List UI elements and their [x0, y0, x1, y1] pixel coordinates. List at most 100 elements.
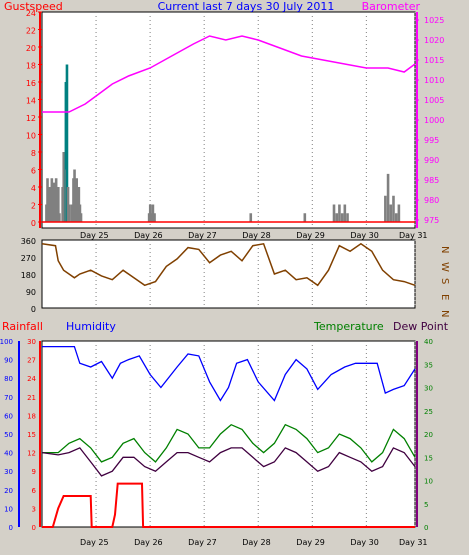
- gust-tick-label: 2: [31, 202, 36, 211]
- temp-humidity-panel: Rainfall Humidity Temperature Dew Point …: [0, 320, 449, 547]
- gust-bar: [386, 173, 390, 222]
- gust-tick-label: 20: [26, 44, 36, 53]
- gust-bar: [249, 213, 253, 222]
- humidity-tick-label: 70: [4, 394, 13, 402]
- rain-tick-label: 15: [27, 431, 36, 439]
- rain-tick-label: 18: [27, 412, 36, 420]
- gust-tick-label: 12: [26, 114, 36, 123]
- rain-tick-label: 12: [27, 450, 36, 458]
- rain-tick-label: 9: [32, 468, 36, 476]
- gust-tick-label: 8: [31, 149, 36, 158]
- gust-bar: [58, 213, 61, 222]
- gust-barometer-series: [42, 35, 416, 223]
- direction-tick-label: 90: [26, 288, 36, 297]
- day-label: Day 26: [134, 538, 163, 547]
- temp-tick-label: 35: [424, 361, 433, 369]
- wind-direction-panel: 0 90 180 270 360 N WS E N: [21, 237, 450, 317]
- humidity-tick-label: 100: [0, 338, 13, 346]
- compass-label: S: [439, 278, 450, 284]
- gust-tick-label: 24: [26, 9, 36, 18]
- temp-tick-label: 25: [424, 408, 433, 416]
- gust-bar: [151, 204, 155, 222]
- temp-tick-label: 30: [424, 385, 433, 393]
- direction-tick-label: 0: [31, 305, 36, 314]
- temp-tick-label: 10: [424, 478, 433, 486]
- barometer-axis-ticks: 975 980 985 990 995 1000 1005 1010 1015 1020 1025: [415, 12, 444, 228]
- grid-2: [95, 240, 416, 308]
- humidity-tick-label: 20: [4, 487, 13, 495]
- barometer-tick-label: 1010: [424, 76, 444, 85]
- temp-tick-label: 5: [424, 501, 428, 509]
- compass-label: N: [439, 246, 450, 253]
- barometer-tick-label: 1015: [424, 56, 444, 65]
- gust-tick-label: 18: [26, 62, 36, 71]
- day-label: Day 25: [80, 538, 109, 547]
- direction-tick-label: 360: [21, 237, 36, 246]
- gust-bar: [70, 204, 74, 222]
- dewpoint-label: Dew Point: [393, 320, 449, 333]
- day-label: Day 25: [80, 231, 109, 240]
- rainfall-label: Rainfall: [2, 320, 43, 333]
- gust-bar: [394, 213, 398, 222]
- plot-area-2: [41, 239, 416, 309]
- gust-tick-label: 6: [31, 167, 36, 176]
- gust-bar: [149, 213, 153, 222]
- gust-tick-label: 22: [26, 27, 36, 36]
- barometer-line: [42, 35, 416, 113]
- day-labels-3: Day 25 Day 26 Day 27 Day 28 Day 29 Day 30 Day …: [80, 538, 427, 547]
- humidity-tick-label: 50: [4, 431, 13, 439]
- day-label: Day 27: [188, 538, 217, 547]
- barometer-tick-label: 1005: [424, 96, 444, 105]
- series-line-rainfall: [42, 482, 415, 528]
- day-label: Day 29: [296, 538, 325, 547]
- gust-bar: [340, 213, 344, 222]
- gust-tick-label: 16: [26, 79, 36, 88]
- humidity-tick-label: 40: [4, 450, 13, 458]
- rain-tick-label: 21: [27, 394, 36, 402]
- barometer-label: Barometer: [362, 0, 421, 13]
- rain-tick-label: 3: [32, 505, 36, 513]
- day-label: Day 26: [134, 231, 163, 240]
- gust-tick-label: 0: [31, 219, 36, 228]
- series-line-temperature: [42, 423, 416, 463]
- day-label: Day 30: [350, 538, 379, 547]
- day-labels-1: Day 25 Day 26 Day 27 Day 28 Day 29 Day 30 Day …: [80, 231, 427, 240]
- day-label: Day 28: [242, 231, 271, 240]
- barometer-tick-label: 985: [424, 176, 439, 185]
- chart-title: Current last 7 days 30 July 2011: [158, 0, 335, 13]
- compass-label: W: [439, 262, 450, 272]
- series-line-dew-point: [41, 447, 416, 477]
- humidity-tick-label: 90: [4, 357, 13, 365]
- compass-label: N: [439, 310, 450, 317]
- gust-tick-label: 10: [26, 132, 36, 141]
- rain-tick-label: 0: [32, 524, 36, 532]
- gust-bar: [397, 204, 401, 222]
- series-line-humidity: [42, 345, 416, 402]
- barometer-tick-label: 990: [424, 156, 439, 165]
- gust-bar: [57, 187, 60, 222]
- day-label: Day 29: [296, 231, 325, 240]
- gust-bar: [67, 204, 71, 222]
- direction-axis-ticks: 0 90 180 270 360: [21, 237, 36, 314]
- grid-3: [95, 341, 416, 527]
- gust-bar: [338, 204, 341, 222]
- gust-bar: [343, 204, 347, 222]
- direction-tick-label: 180: [21, 271, 36, 280]
- wind-direction-line: [41, 242, 416, 287]
- plot-area-1: [41, 11, 416, 229]
- compass-label: E: [439, 294, 450, 300]
- gust-bar: [65, 64, 69, 222]
- barometer-tick-label: 1020: [424, 36, 444, 45]
- weather-series: [41, 345, 416, 528]
- barometer-tick-label: 980: [424, 196, 439, 205]
- rain-tick-label: 24: [27, 375, 36, 383]
- multi-axis-ticks: 0102030405060708090100036912151821242730…: [0, 338, 433, 532]
- barometer-tick-label: 995: [424, 136, 439, 145]
- gust-bar: [384, 195, 387, 222]
- temp-tick-label: 20: [424, 431, 433, 439]
- day-label: Day 31: [399, 538, 428, 547]
- day-label: Day 27: [188, 231, 217, 240]
- gust-bar: [52, 182, 56, 222]
